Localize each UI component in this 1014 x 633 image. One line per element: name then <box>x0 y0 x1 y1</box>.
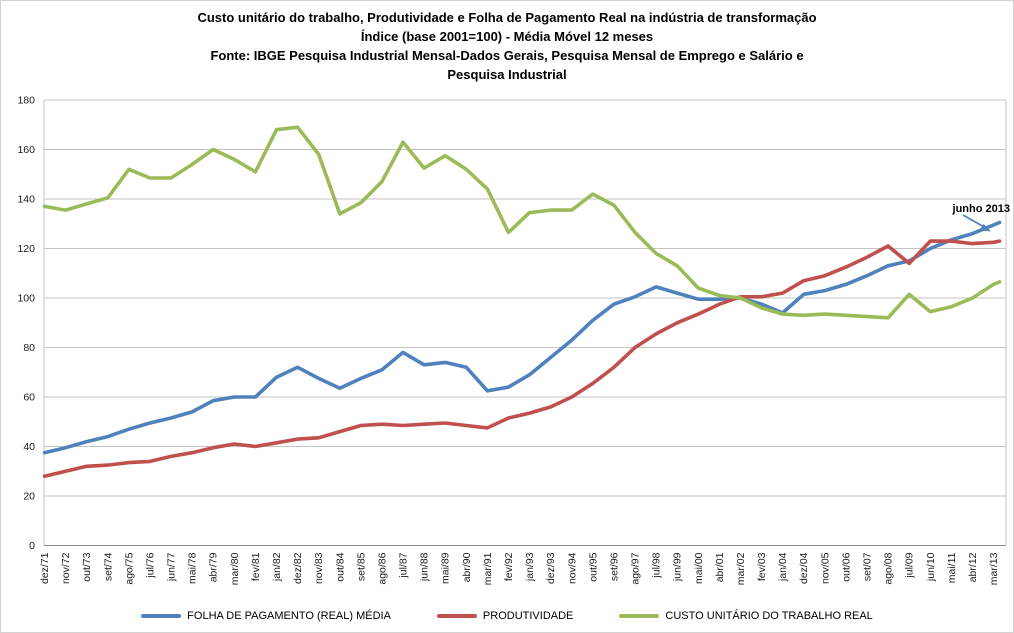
x-axis-label: mai/78 <box>187 552 199 584</box>
x-axis-label: mai/11 <box>946 552 958 583</box>
y-axis-label: 40 <box>23 441 35 453</box>
x-axis-label: nov/05 <box>819 552 831 584</box>
x-axis-label: ago/08 <box>883 552 895 584</box>
x-axis-label: abr/90 <box>461 552 473 582</box>
y-axis-label: 0 <box>29 540 35 552</box>
x-axis-label: fev/92 <box>503 552 515 581</box>
x-axis-label: out/73 <box>81 552 93 581</box>
x-axis-label: jun/99 <box>672 552 684 582</box>
series-line-1 <box>42 239 1002 479</box>
title-line-1: Custo unitário do trabalho, Produtividad… <box>197 10 817 25</box>
x-axis-label: mar/80 <box>229 552 241 585</box>
x-axis-label: dez/82 <box>292 552 304 584</box>
chart-title: Custo unitário do trabalho, Produtividad… <box>1 8 1013 84</box>
legend-item-custo: CUSTO UNITÁRIO DO TRABALHO REAL <box>619 610 873 622</box>
legend-label-produtividade: PRODUTIVIDADE <box>482 610 574 622</box>
x-axis-label: mai/00 <box>693 552 705 584</box>
title-line-2: Índice (base 2001=100) - Média Móvel 12 … <box>360 29 654 44</box>
legend-label-custo: CUSTO UNITÁRIO DO TRABALHO REAL <box>665 610 873 622</box>
legend-label-folha: FOLHA DE PAGAMENTO (REAL) MÉDIA <box>187 610 391 622</box>
x-axis-label: ago/97 <box>630 552 642 584</box>
x-axis-label: nov/72 <box>60 552 72 584</box>
x-axis-label: set/74 <box>102 552 114 581</box>
x-axis-label: abr/12 <box>967 552 979 582</box>
x-axis-label: mai/89 <box>440 552 452 584</box>
x-axis-label: set/85 <box>355 552 367 581</box>
y-axis-label: 160 <box>17 144 35 156</box>
title-line-4: Pesquisa Industrial <box>447 67 567 82</box>
x-axis-label: nov/94 <box>566 552 578 584</box>
x-axis-label: out/84 <box>334 552 346 581</box>
series-line-2 <box>42 125 1002 320</box>
y-axis-label: 80 <box>23 342 35 354</box>
legend-item-produtividade: PRODUTIVIDADE <box>436 610 574 622</box>
x-axis-label: jul/09 <box>904 552 916 578</box>
series-line-0 <box>42 220 1002 455</box>
x-axis-label: jul/87 <box>398 552 410 578</box>
x-axis-label: ago/75 <box>123 552 135 584</box>
x-axis-label: abr/79 <box>208 552 220 582</box>
y-axis-label: 60 <box>23 392 35 404</box>
y-axis-label: 140 <box>17 194 35 206</box>
legend-swatch-folha-icon <box>141 614 182 618</box>
annotation-junho-2013: junho 2013 <box>952 203 1010 215</box>
x-axis-label: ago/86 <box>376 552 388 584</box>
x-axis-label: dez/93 <box>545 552 557 584</box>
x-axis-label: mar/91 <box>482 552 494 585</box>
y-axis-label: 100 <box>17 293 35 305</box>
x-axis-label: jul/76 <box>144 552 156 578</box>
x-axis-label: set/07 <box>862 552 874 581</box>
legend: FOLHA DE PAGAMENTO (REAL) MÉDIA PRODUTIV… <box>1 610 1013 622</box>
x-axis-label: out/95 <box>587 552 599 581</box>
x-axis-label: mar/13 <box>988 552 1000 585</box>
x-axis-label: jan/04 <box>777 552 789 582</box>
x-axis-label: fev/03 <box>756 552 768 581</box>
title-line-3: Fonte: IBGE Pesquisa Industrial Mensal-D… <box>210 48 804 63</box>
x-axis-label: jul/98 <box>651 552 663 578</box>
legend-item-folha: FOLHA DE PAGAMENTO (REAL) MÉDIA <box>141 610 391 622</box>
annotation-arrowhead-icon <box>979 223 991 232</box>
y-axis-label: 20 <box>23 491 35 503</box>
x-axis-label: nov/83 <box>313 552 325 584</box>
x-axis-label: jun/88 <box>419 552 431 582</box>
y-axis-label: 180 <box>17 95 35 107</box>
x-axis-label: abr/01 <box>714 552 726 582</box>
x-axis-label: dez/71 <box>39 552 51 584</box>
x-axis-label: jan/93 <box>524 552 536 582</box>
y-axis-label: 120 <box>17 243 35 255</box>
annotation-arrow <box>962 214 986 229</box>
x-axis-label: out/06 <box>840 552 852 581</box>
legend-swatch-produtividade-icon <box>436 614 477 618</box>
x-axis-label: mar/02 <box>735 552 747 585</box>
x-axis-label: jun/10 <box>925 552 937 582</box>
x-axis-label: jun/77 <box>166 552 178 582</box>
x-axis-label: fev/81 <box>250 552 262 581</box>
x-axis-label: set/96 <box>608 552 620 581</box>
x-axis-label: jan/82 <box>271 552 283 582</box>
x-axis-label: dez/04 <box>798 552 810 584</box>
legend-swatch-custo-icon <box>619 614 660 618</box>
